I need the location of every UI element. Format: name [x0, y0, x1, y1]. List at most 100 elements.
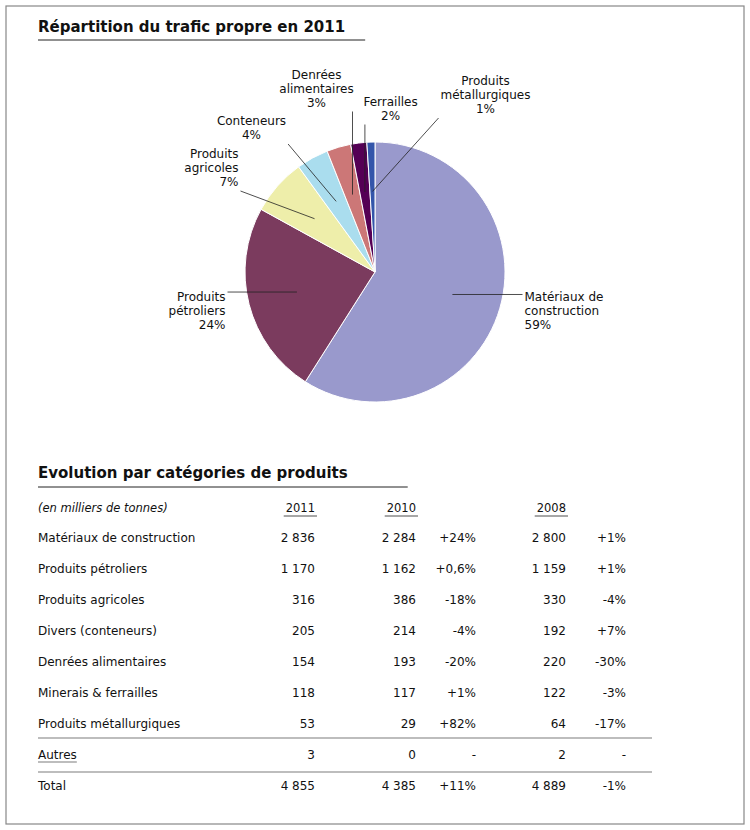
- table-cell: 193: [393, 655, 416, 669]
- table-cell: 4 385: [382, 779, 416, 793]
- pie-title: Répartition du trafic propre en 2011: [38, 18, 345, 36]
- table-cell: +82%: [439, 717, 476, 731]
- header-underline: [385, 516, 418, 517]
- leader-line: [372, 118, 438, 191]
- table-cell: 192: [543, 624, 566, 638]
- slice-label-value: 59%: [525, 318, 552, 332]
- table-cell: 118: [292, 686, 315, 700]
- table-cell: 117: [393, 686, 416, 700]
- slice-label-name: Produits: [461, 74, 510, 88]
- slice-label-value: 4%: [242, 128, 261, 142]
- table-cell: 205: [292, 624, 315, 638]
- table-cell: -: [622, 748, 626, 762]
- slice-label-name: Conteneurs: [217, 114, 286, 128]
- page-border: [6, 6, 744, 824]
- table-cell: 1 162: [382, 562, 416, 576]
- table-cell: -30%: [595, 655, 626, 669]
- table-title: Evolution par catégories de produits: [38, 464, 348, 482]
- table-cell: +1%: [597, 531, 626, 545]
- header-underline: [284, 516, 317, 517]
- slice-label: Matériaux deconstruction59%: [525, 290, 604, 332]
- slice-label-name: Produits: [177, 290, 226, 304]
- table-cell: 4 855: [281, 779, 315, 793]
- slice-label-name: Denrées: [292, 68, 342, 82]
- table-cell: -: [472, 748, 476, 762]
- table-cell: 220: [543, 655, 566, 669]
- table-cell: -17%: [595, 717, 626, 731]
- table-cell: 2 836: [281, 531, 315, 545]
- row-label-underline: [38, 762, 77, 763]
- table-cell: -1%: [603, 779, 626, 793]
- table-cell: +0,6%: [435, 562, 476, 576]
- table-cell: 3: [307, 748, 315, 762]
- slice-label-name: Ferrailles: [363, 95, 417, 109]
- table-cell: Produits pétroliers: [38, 562, 147, 576]
- table-cell: Total: [37, 779, 66, 793]
- pie-slice: [367, 142, 375, 272]
- table-cell: 2: [558, 748, 566, 762]
- slice-label-value: 2%: [381, 109, 400, 123]
- slice-label-value: 1%: [476, 102, 495, 116]
- table-header: 2008: [537, 501, 566, 515]
- table-cell: 1 159: [532, 562, 566, 576]
- table-cell: 0: [408, 748, 416, 762]
- table-cell: 1 170: [281, 562, 315, 576]
- slice-label-name: pétroliers: [169, 304, 226, 318]
- slice-label: Produitspétroliers24%: [169, 290, 226, 332]
- slice-label-value: 24%: [199, 318, 226, 332]
- table-cell: 122: [543, 686, 566, 700]
- chart: Répartition du trafic propre en 2011 Maté…: [0, 0, 750, 830]
- leader-line: [364, 125, 365, 193]
- pie-slice: [351, 142, 375, 272]
- table-cell: Produits agricoles: [38, 593, 145, 607]
- slice-label: Conteneurs4%: [217, 114, 286, 142]
- table-cell: Matériaux de construction: [38, 531, 195, 545]
- leader-line: [241, 191, 315, 219]
- table-header: 2010: [387, 501, 416, 515]
- table-cell: -3%: [603, 686, 626, 700]
- slice-label-name: métallurgiques: [441, 88, 531, 102]
- table-header: (en milliers de tonnes): [38, 501, 168, 515]
- slice-label-value: 7%: [219, 175, 238, 189]
- header-underline: [535, 516, 568, 517]
- table-cell: +1%: [597, 562, 626, 576]
- leader-line: [452, 294, 522, 295]
- table-title-underline: [38, 487, 408, 488]
- slice-label-name: Matériaux de: [525, 290, 604, 304]
- pie-slices: [245, 142, 505, 402]
- table-cell: 2 284: [382, 531, 416, 545]
- table-cell: Denrées alimentaires: [38, 655, 166, 669]
- table-cell: 386: [393, 593, 416, 607]
- table-cell: 316: [292, 593, 315, 607]
- slice-label-name: agricoles: [184, 161, 238, 175]
- table-header: 2011: [286, 501, 315, 515]
- table-cell: Minerais & ferrailles: [38, 686, 158, 700]
- table-cell: +1%: [447, 686, 476, 700]
- table-cell: 4 889: [532, 779, 566, 793]
- table-cell: Divers (conteneurs): [38, 624, 157, 638]
- table-cell: 214: [393, 624, 416, 638]
- table-cell: 29: [401, 717, 416, 731]
- slice-label: Produitsagricoles7%: [184, 147, 238, 189]
- leader-line: [352, 112, 353, 195]
- slice-label-name: Produits: [190, 147, 239, 161]
- leader-line: [228, 292, 297, 293]
- total-separator: [38, 772, 652, 773]
- table-cell: +11%: [439, 779, 476, 793]
- table-cell: 330: [543, 593, 566, 607]
- table-cell: Autres: [38, 748, 77, 762]
- table-cell: -18%: [445, 593, 476, 607]
- table-cell: 53: [300, 717, 315, 731]
- slice-label: Denréesalimentaires3%: [279, 68, 353, 110]
- leader-line: [288, 144, 336, 201]
- table-cell: 2 800: [532, 531, 566, 545]
- slice-label-value: 3%: [307, 96, 326, 110]
- title-underline: [38, 40, 365, 41]
- table-cell: 64: [551, 717, 566, 731]
- table-cell: -4%: [453, 624, 476, 638]
- table-cell: Produits métallurgiques: [38, 717, 180, 731]
- table-cell: -4%: [603, 593, 626, 607]
- table-cell: +24%: [439, 531, 476, 545]
- slice-label-name: construction: [525, 304, 600, 318]
- slice-label: Produitsmétallurgiques1%: [441, 74, 531, 116]
